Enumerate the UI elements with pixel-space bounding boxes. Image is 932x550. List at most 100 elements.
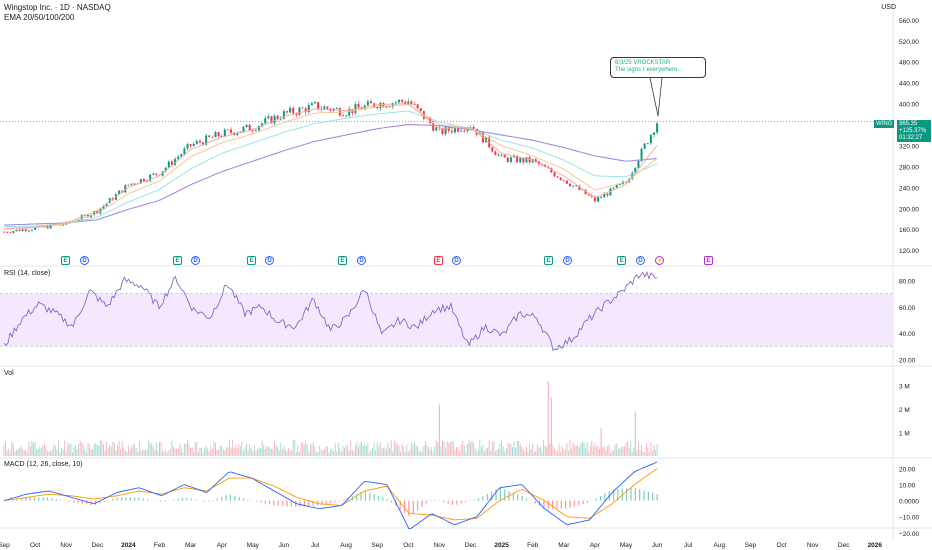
volume-bar xyxy=(561,446,563,456)
ema-indicator-label[interactable]: EMA 20/50/100/200 xyxy=(4,13,75,22)
dividend-event-icon[interactable]: D xyxy=(563,256,572,265)
volume-bar xyxy=(163,451,165,456)
annotation-callout[interactable]: 6/3/25 VROCKSTAR The signs r everywhere.… xyxy=(610,57,706,78)
candle-body xyxy=(242,126,245,132)
macd-histogram-bar xyxy=(417,500,419,511)
volume-bar xyxy=(485,448,487,456)
annotation-pointer xyxy=(649,77,663,117)
earnings-event-icon[interactable]: E xyxy=(61,256,70,265)
macd-histogram-bar xyxy=(46,497,49,501)
volume-bar xyxy=(522,450,524,456)
volume-bar xyxy=(645,443,647,456)
earnings-event-icon[interactable]: E xyxy=(434,256,443,265)
split-event-icon[interactable]: ⚡ xyxy=(655,256,664,265)
volume-bar xyxy=(525,446,527,456)
volume-spike xyxy=(600,427,602,456)
macd-histogram-bar xyxy=(456,500,458,505)
time-tick-label: Mar xyxy=(185,542,197,549)
macd-histogram-bar xyxy=(229,494,232,501)
volume-bar xyxy=(543,439,545,456)
candle-body xyxy=(295,113,298,115)
volume-pane-label[interactable]: Vol xyxy=(4,370,14,377)
candle-body xyxy=(397,99,400,103)
volume-bar xyxy=(460,444,462,456)
candle-body xyxy=(404,101,407,104)
macd-histogram-bar xyxy=(569,500,571,508)
macd-histogram-bar xyxy=(308,500,310,507)
volume-bar xyxy=(123,447,125,456)
volume-bar xyxy=(190,448,192,456)
volume-bar xyxy=(64,440,66,456)
volume-bar xyxy=(647,447,649,456)
volume-bar xyxy=(507,443,509,456)
candle-body xyxy=(416,104,419,109)
volume-bar xyxy=(494,451,496,456)
earnings-event-icon[interactable]: E xyxy=(247,256,256,265)
candle-body xyxy=(105,203,108,206)
volume-bar xyxy=(348,450,350,456)
volume-bar xyxy=(33,442,35,456)
volume-bar xyxy=(224,450,226,456)
macd-pane-label[interactable]: MACD (12, 26, close, 10) xyxy=(4,461,83,468)
dividend-event-icon[interactable]: D xyxy=(357,256,366,265)
volume-bar xyxy=(17,448,19,456)
volume-bar xyxy=(34,441,36,456)
candle-body xyxy=(62,224,65,226)
earnings-event-icon[interactable]: E xyxy=(338,256,347,265)
volume-bar xyxy=(70,443,72,456)
volume-bar xyxy=(222,449,224,456)
volume-bar xyxy=(194,442,196,456)
volume-bar xyxy=(518,440,520,456)
volume-bar xyxy=(323,448,325,456)
volume-bar xyxy=(92,449,94,456)
volume-bar xyxy=(120,448,122,456)
earnings-event-icon[interactable]: E xyxy=(544,256,553,265)
macd-histogram-bar xyxy=(20,498,23,501)
macd-histogram-bar xyxy=(552,500,554,509)
volume-bar xyxy=(213,440,215,456)
volume-bar xyxy=(417,446,419,456)
candle-body xyxy=(335,108,338,110)
candle-body xyxy=(478,131,481,135)
volume-bar xyxy=(493,440,495,456)
earnings-event-icon[interactable]: E xyxy=(704,256,713,265)
volume-bar xyxy=(174,448,176,456)
volume-bar xyxy=(312,442,314,456)
volume-bar xyxy=(367,443,369,456)
candle-body xyxy=(198,141,201,143)
macd-histogram-bar xyxy=(142,498,144,501)
annotation-line-2: The signs r everywhere... xyxy=(615,67,683,73)
volume-bar xyxy=(219,446,221,456)
dividend-event-icon[interactable]: D xyxy=(452,256,461,265)
dividend-event-icon[interactable]: D xyxy=(80,256,89,265)
macd-histogram-bar xyxy=(255,500,258,502)
time-tick-label: Jul xyxy=(311,542,320,549)
candle-body xyxy=(149,174,152,181)
candle-body xyxy=(174,159,177,165)
candle-body xyxy=(254,130,257,132)
volume-bar xyxy=(132,444,134,456)
volume-spike xyxy=(547,381,549,456)
volume-bar xyxy=(235,444,237,456)
volume-bar xyxy=(505,448,507,456)
time-tick-label: Aug xyxy=(714,542,726,549)
rsi-pane-label[interactable]: RSI (14, close) xyxy=(4,270,51,277)
macd-histogram-bar xyxy=(208,500,210,502)
macd-histogram-bar xyxy=(181,497,184,501)
volume-bar xyxy=(365,445,367,456)
time-tick-label: Nov xyxy=(434,542,446,549)
candle-body xyxy=(550,168,553,173)
earnings-event-icon[interactable]: E xyxy=(173,256,182,265)
dividend-event-icon[interactable]: D xyxy=(636,256,645,265)
volume-bar xyxy=(166,452,168,456)
volume-bar xyxy=(146,448,148,456)
volume-bar xyxy=(603,446,605,456)
earnings-event-icon[interactable]: E xyxy=(617,256,626,265)
dividend-event-icon[interactable]: D xyxy=(265,256,274,265)
volume-bar xyxy=(480,447,482,456)
volume-bar xyxy=(84,450,86,456)
volume-bar xyxy=(124,449,126,456)
candle-body xyxy=(463,130,466,132)
volume-bar xyxy=(396,444,398,456)
dividend-event-icon[interactable]: D xyxy=(191,256,200,265)
